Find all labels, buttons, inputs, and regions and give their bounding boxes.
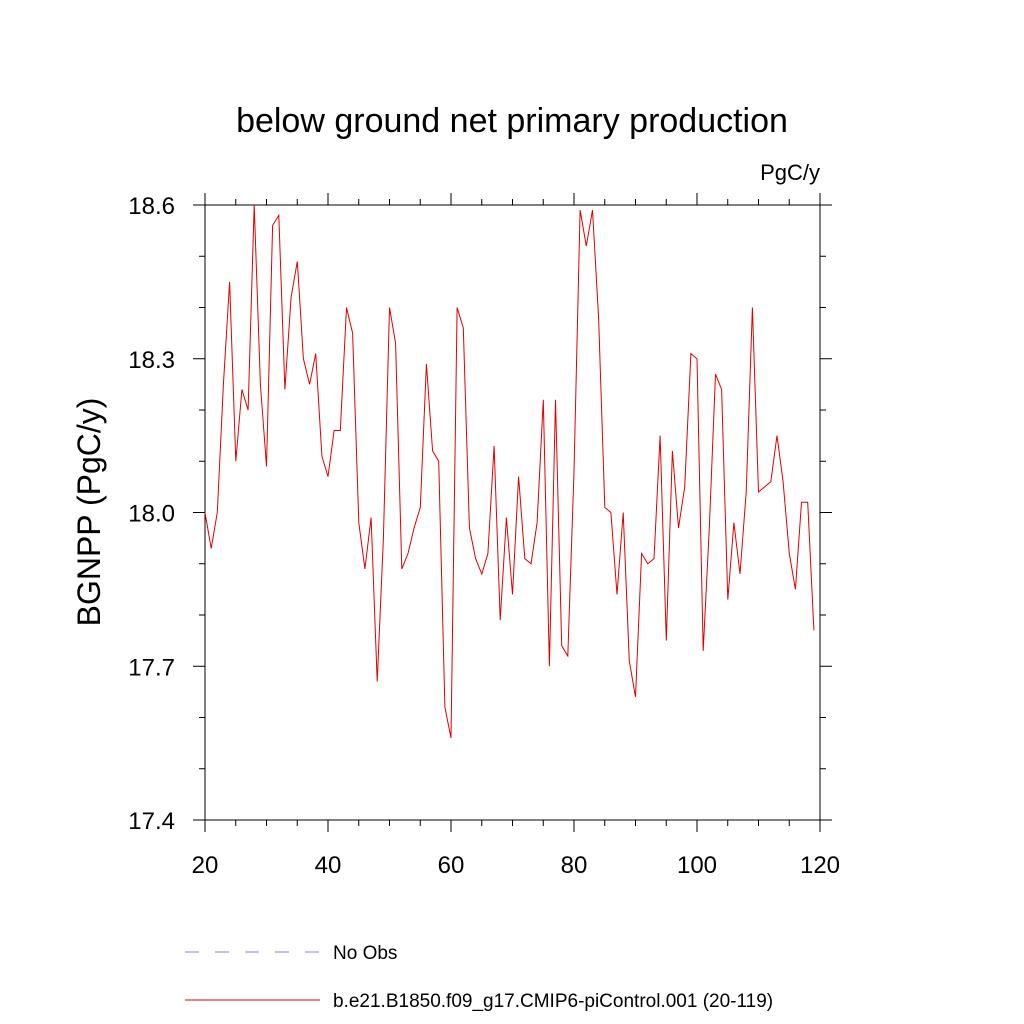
units-label: PgC/y — [760, 160, 820, 185]
x-tick-label: 40 — [315, 852, 342, 879]
y-axis-label: BGNPP (PgC/y) — [71, 398, 107, 627]
legend: No Obs b.e21.B1850.f09_g17.CMIP6-piContro… — [185, 943, 773, 1012]
x-tick-label: 20 — [192, 852, 219, 879]
axis-ticks: 20 40 60 80 100 120 17.4 17.7 18.0 18.3 18.6 — [128, 193, 840, 879]
y-tick-label: 17.4 — [128, 808, 175, 835]
series-line-1 — [204, 204, 815, 739]
series-layer — [204, 204, 815, 739]
y-tick-label: 18.0 — [128, 501, 175, 528]
legend-label-1: b.e21.B1850.f09_g17.CMIP6-piControl.001 … — [333, 991, 773, 1012]
x-tick-label: 120 — [800, 852, 840, 879]
y-tick-label: 18.6 — [128, 193, 175, 220]
x-tick-label: 100 — [677, 852, 717, 879]
x-tick-label: 80 — [561, 852, 588, 879]
chart-title: below ground net primary production — [236, 102, 788, 140]
x-tick-label: 60 — [438, 852, 465, 879]
legend-label-0: No Obs — [333, 943, 397, 964]
y-tick-label: 18.3 — [128, 347, 175, 374]
plot-frame — [204, 204, 821, 821]
y-tick-label: 17.7 — [128, 654, 175, 681]
